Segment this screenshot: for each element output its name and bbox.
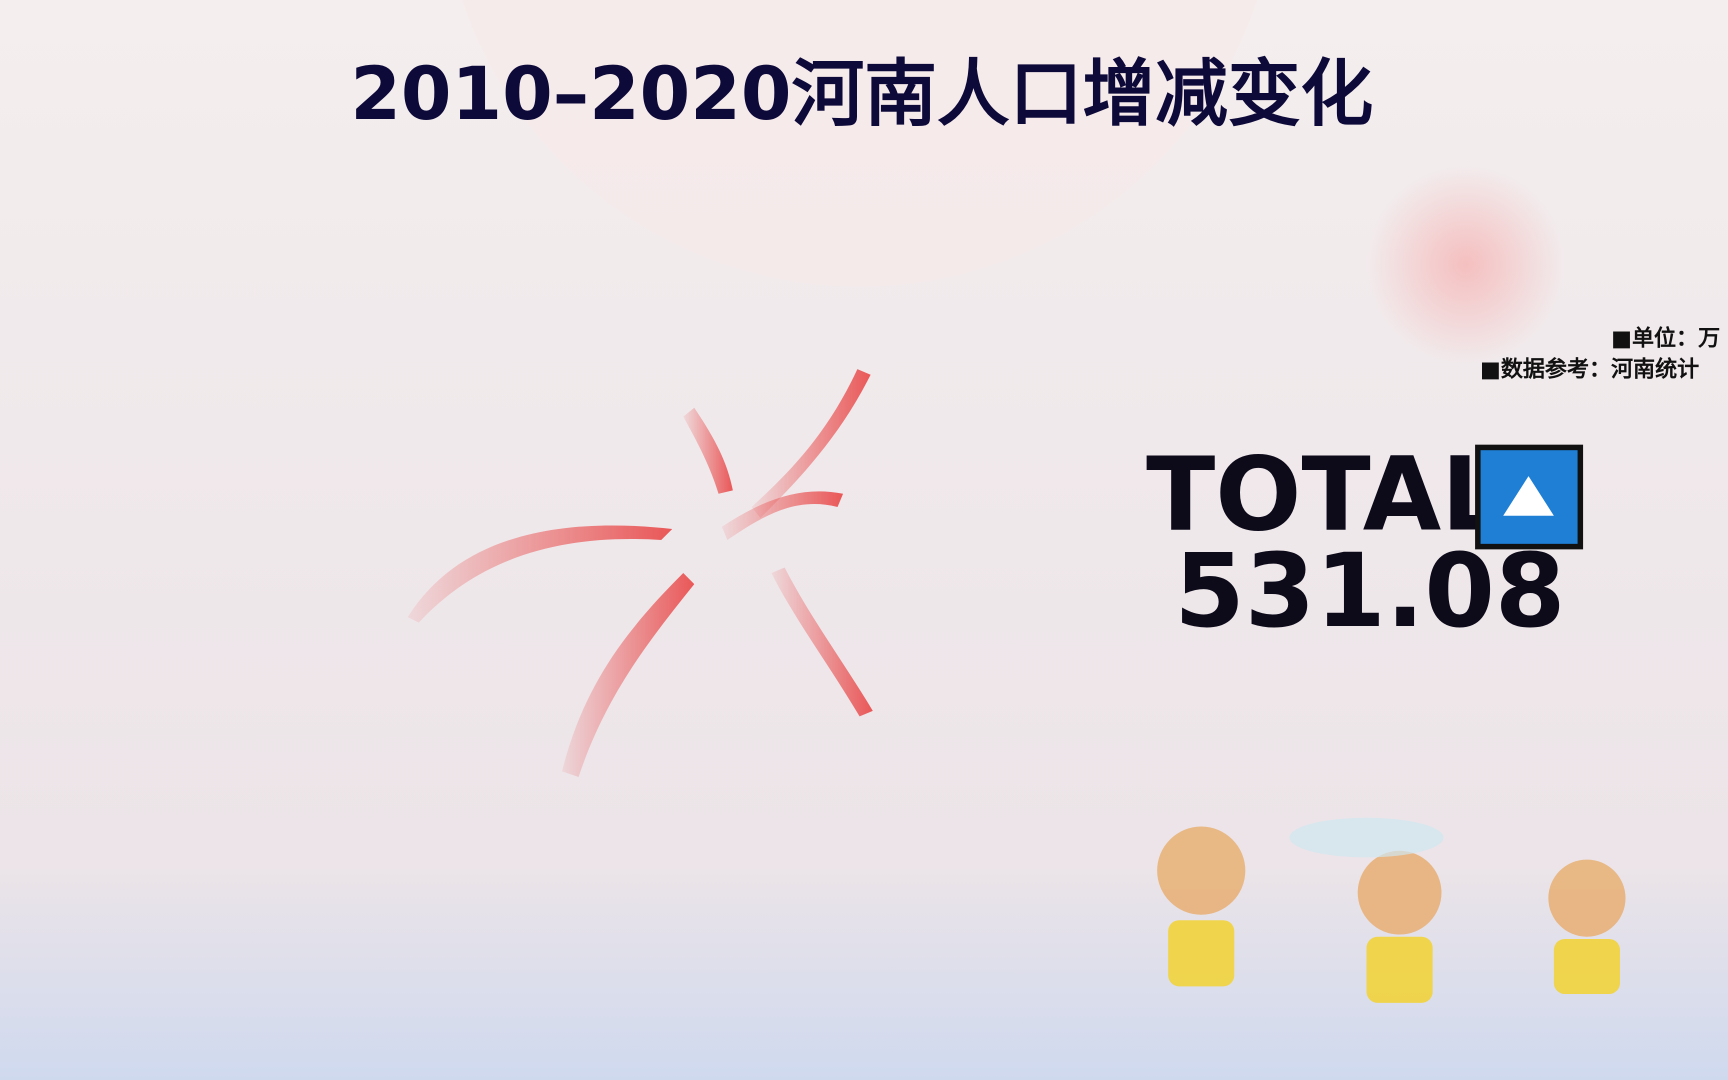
unit-note: ■单位：万 [1611, 325, 1720, 351]
source-note: ■数据参考：河南统计 [1480, 356, 1699, 382]
chart-title: 2010–2020河南人口增减变化 [350, 52, 1373, 137]
decor [462, 0, 1257, 287]
decor [1366, 165, 1565, 364]
total-label: TOTAL [1146, 435, 1506, 553]
cartoon [1157, 817, 1626, 1003]
total-value: 531.08 [1174, 532, 1565, 650]
arrows [407, 369, 873, 777]
total-icon [1503, 476, 1554, 516]
